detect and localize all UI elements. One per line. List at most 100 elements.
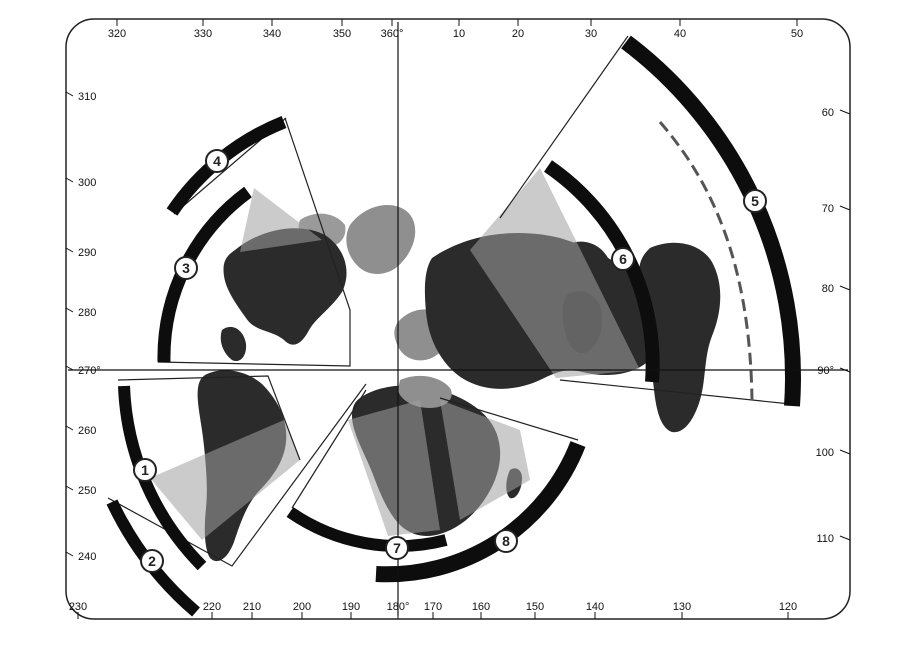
bottom-tick-label: 190: [342, 601, 360, 613]
sector-3-shade: [240, 188, 322, 252]
top-ticks: 320 330 340 350 360° 10 20 30 40 50: [108, 19, 803, 40]
central-america-landmass: [220, 326, 247, 362]
sector-marker-circle: [174, 256, 198, 280]
right-tick-label: 70: [822, 203, 834, 215]
right-ticks: 60 70 80 90° 100 110: [816, 107, 851, 545]
bottom-tick-label: 200: [293, 601, 311, 613]
sector-8-outline: [439, 397, 579, 441]
bottom-tick-label: 230: [69, 601, 87, 613]
sector-7-shade: [348, 400, 440, 536]
sector-marker-7: 7: [385, 536, 409, 560]
sector-shading: [150, 168, 640, 540]
sector-marker-circle: [205, 149, 229, 173]
left-ticks: 310 300 290 280 270° 260 250 240: [65, 91, 101, 563]
right-tick-label: 60: [822, 107, 834, 119]
right-tick-label: 110: [816, 533, 834, 545]
arc-sector-7: [286, 507, 448, 552]
left-tick-label: 240: [78, 551, 96, 563]
left-tick-mark: [65, 91, 74, 97]
sector-marker-6: 6: [611, 247, 635, 271]
left-tick-mark: [65, 365, 74, 371]
bottom-tick-label: 150: [526, 601, 544, 613]
australia-landmass: [638, 242, 721, 433]
left-tick-mark: [65, 425, 74, 431]
top-tick-label: 320: [108, 28, 126, 40]
sector-marker-circle: [140, 549, 164, 573]
sector-marker-3: 3: [174, 256, 198, 280]
bottom-tick-label: 120: [779, 601, 797, 613]
top-tick-label: 20: [512, 28, 524, 40]
sector-number: 6: [619, 251, 627, 267]
sector-markers: 1 2 3 4 5 6 7 8: [133, 149, 767, 573]
left-tick-label: 280: [78, 307, 96, 319]
sector-2-outline: [107, 383, 367, 567]
right-tick-mark: [839, 367, 851, 373]
right-tick-mark: [839, 285, 851, 291]
sector-marker-5: 5: [743, 189, 767, 213]
right-tick-label: 90°: [817, 365, 834, 377]
north-america-landmass: [223, 228, 347, 345]
sector-marker-2: 2: [140, 549, 164, 573]
right-tick-mark: [839, 535, 851, 541]
top-tick-label: 10: [453, 28, 465, 40]
left-tick-label: 270°: [78, 365, 101, 377]
bottom-tick-label: 220: [203, 601, 221, 613]
right-tick-mark: [839, 205, 851, 211]
top-tick-label: 340: [263, 28, 281, 40]
left-tick-label: 260: [78, 425, 96, 437]
sector-1-outline: [117, 375, 301, 461]
sector-number: 8: [502, 533, 510, 549]
sector-7-outline: [291, 389, 367, 509]
left-tick-mark: [65, 485, 74, 491]
left-tick-mark: [65, 307, 74, 313]
left-tick-label: 250: [78, 485, 96, 497]
right-tick-label: 80: [822, 283, 834, 295]
sector-number: 5: [751, 193, 759, 209]
sector-number: 2: [148, 553, 156, 569]
sector-marker-circle: [133, 458, 157, 482]
left-tick-label: 290: [78, 247, 96, 259]
coastline-curve: [658, 121, 754, 401]
bottom-ticks: 230 220 210 200 190 180° 170 160 150 140 130 120: [69, 601, 797, 619]
sector-marker-1: 1: [133, 458, 157, 482]
bottom-tick-label: 130: [673, 601, 691, 613]
top-tick-label: 40: [674, 28, 686, 40]
sector-5-outline: [499, 35, 801, 406]
southern-landmass: [398, 375, 452, 408]
left-tick-label: 300: [78, 177, 96, 189]
bottom-tick-label: 140: [586, 601, 604, 613]
top-tick-label: 30: [585, 28, 597, 40]
sector-marker-circle: [743, 189, 767, 213]
sector-marker-8: 8: [494, 529, 518, 553]
sector-number: 3: [182, 260, 190, 276]
left-tick-label: 310: [78, 91, 96, 103]
right-tick-label: 100: [816, 447, 834, 459]
sector-marker-circle: [494, 529, 518, 553]
bottom-tick-label: 180°: [387, 601, 410, 613]
right-tick-mark: [839, 109, 851, 115]
sector-marker-circle: [611, 247, 635, 271]
left-tick-mark: [65, 551, 74, 557]
sector-marker-circle: [385, 536, 409, 560]
left-tick-mark: [65, 247, 74, 253]
sector-8-shade: [440, 400, 530, 520]
sector-6-shade: [470, 168, 640, 378]
right-tick-mark: [839, 449, 851, 455]
top-tick-label: 360°: [381, 28, 404, 40]
sector-3-outline: [157, 117, 351, 367]
sector-marker-4: 4: [205, 149, 229, 173]
sector-number: 1: [141, 462, 149, 478]
arc-sector-1: [118, 385, 207, 571]
bottom-tick-label: 170: [424, 601, 442, 613]
top-tick-label: 330: [194, 28, 212, 40]
bottom-tick-label: 210: [243, 601, 261, 613]
left-tick-mark: [65, 177, 74, 183]
bottom-tick-label: 160: [472, 601, 490, 613]
sector-number: 4: [213, 153, 221, 169]
sector-1-shade: [150, 420, 300, 540]
top-tick-label: 350: [333, 28, 351, 40]
sector-number: 7: [393, 540, 401, 556]
top-tick-label: 50: [791, 28, 803, 40]
